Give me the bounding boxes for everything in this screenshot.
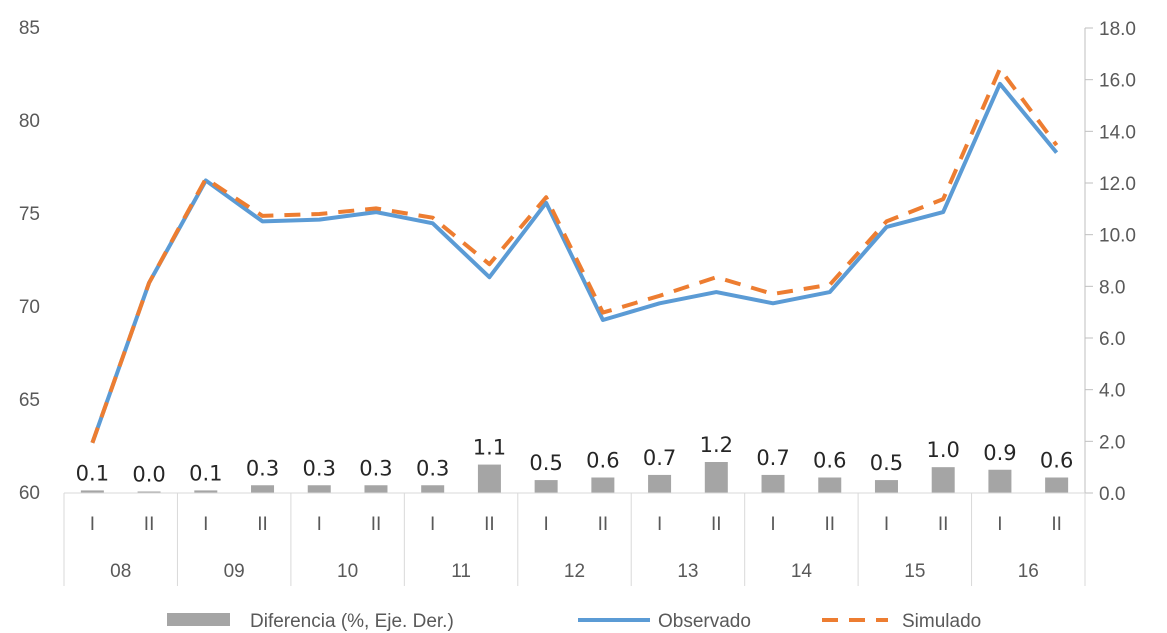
y-right-tick-label: 0.0 <box>1099 484 1125 505</box>
y-right-tick-label: 18.0 <box>1099 19 1136 40</box>
right-axis: 0.0 2.0 4.0 6.0 8.0 10.0 12.0 14.0 16.0 18.0 <box>1084 19 1136 505</box>
y-right-tick-label: 8.0 <box>1099 277 1125 298</box>
bar-data-label: 0.0 <box>132 463 165 487</box>
bar-diferencia <box>194 490 218 493</box>
x-year-label: 13 <box>677 561 698 582</box>
x-period-label: I <box>317 514 322 535</box>
bar-diferencia <box>534 480 558 493</box>
bar-diferencia <box>364 485 388 493</box>
x-period-label: II <box>824 514 835 535</box>
y-right-tick-label: 16.0 <box>1099 71 1136 92</box>
bar-data-label: 0.3 <box>416 456 449 480</box>
bar-data-label: 0.5 <box>529 451 562 475</box>
bar-diferencia <box>80 490 104 493</box>
bar-data-label: 1.2 <box>700 433 733 457</box>
x-period-label: II <box>711 514 722 535</box>
x-period-label: II <box>938 514 949 535</box>
x-period-label: I <box>884 514 889 535</box>
legend-label-simulado: Simulado <box>902 611 981 632</box>
line-series <box>90 66 1059 444</box>
x-period-label: I <box>543 514 548 535</box>
bar-diferencia <box>251 485 275 493</box>
bar-data-label: 0.9 <box>983 441 1016 465</box>
x-period-label: II <box>144 514 155 535</box>
y-left-tick-label: 70 <box>19 297 40 318</box>
bar-diferencia <box>307 485 331 493</box>
bar-diferencia <box>1045 477 1069 493</box>
y-left-tick-label: 75 <box>19 204 40 225</box>
y-right-tick-label: 12.0 <box>1099 174 1136 195</box>
x-period-label: II <box>1051 514 1062 535</box>
x-period-label: II <box>257 514 268 535</box>
x-period-label: I <box>430 514 435 535</box>
bar-data-label: 0.5 <box>870 451 903 475</box>
y-left-tick-label: 60 <box>19 483 40 504</box>
x-year-label: 11 <box>451 561 471 582</box>
y-right-tick-label: 4.0 <box>1099 381 1125 402</box>
bar-diferencia <box>648 474 672 493</box>
bar-data-label: 1.0 <box>926 438 959 462</box>
x-year-label: 14 <box>791 561 813 582</box>
x-year-label: 10 <box>337 561 358 582</box>
x-year-label: 09 <box>224 561 245 582</box>
bar-diferencia <box>818 477 842 493</box>
legend: Diferencia (%, Eje. Der.) Observado Simu… <box>167 611 981 632</box>
y-right-tick-label: 6.0 <box>1099 329 1125 350</box>
bar-diferencia <box>477 464 501 493</box>
bar-data-label: 0.7 <box>756 446 789 470</box>
bar-data-label: 0.6 <box>813 449 846 473</box>
legend-label-diferencia: Diferencia (%, Eje. Der.) <box>250 611 454 632</box>
y-left-tick-label: 85 <box>19 18 40 39</box>
bar-data-labels: 0.1 0.0 0.1 0.3 0.3 0.3 0.3 1.1 0.5 0.6 0.7 1.2 0.7 0… <box>76 433 1074 487</box>
bar-diferencia <box>421 485 445 493</box>
bar-data-label: 0.1 <box>189 461 222 485</box>
bar-diferencia <box>988 469 1012 493</box>
y-right-tick-label: 2.0 <box>1099 432 1125 453</box>
bar-diferencia <box>591 477 615 493</box>
bar-data-label: 0.1 <box>76 461 109 485</box>
bar-diferencia <box>761 474 785 493</box>
y-left-tick-label: 65 <box>19 390 40 411</box>
x-year-label: 08 <box>110 561 131 582</box>
y-right-tick-label: 10.0 <box>1099 226 1136 247</box>
bar-diferencia <box>931 467 955 493</box>
series-line-observado <box>90 81 1059 444</box>
y-left-tick-label: 80 <box>19 111 40 132</box>
bar-data-label: 0.6 <box>586 449 619 473</box>
bar-data-label: 0.6 <box>1040 449 1073 473</box>
bar-diferencia <box>704 462 728 493</box>
left-axis: 60 65 70 75 80 85 <box>19 18 40 504</box>
x-year-label: 16 <box>1018 561 1039 582</box>
y-right-tick-label: 14.0 <box>1099 122 1136 143</box>
bar-diferencia <box>137 491 161 493</box>
bar-series <box>80 462 1069 493</box>
x-period-label: I <box>770 514 775 535</box>
x-year-label: 15 <box>904 561 925 582</box>
x-period-label: I <box>90 514 95 535</box>
x-period-label: II <box>371 514 382 535</box>
bar-data-label: 1.1 <box>473 436 506 460</box>
bar-diferencia <box>874 480 898 493</box>
bar-data-label: 0.3 <box>303 456 336 480</box>
bar-data-label: 0.3 <box>359 456 392 480</box>
x-period-label: I <box>657 514 662 535</box>
legend-swatch-diferencia <box>167 613 230 626</box>
bar-data-label: 0.7 <box>643 446 676 470</box>
legend-label-observado: Observado <box>658 611 751 632</box>
x-period-label: II <box>598 514 609 535</box>
series-line-simulado <box>90 66 1059 444</box>
x-period-label: I <box>997 514 1002 535</box>
bar-data-label: 0.3 <box>246 456 279 480</box>
x-period-label: I <box>203 514 208 535</box>
x-year-label: 12 <box>564 561 585 582</box>
x-period-label: II <box>484 514 495 535</box>
